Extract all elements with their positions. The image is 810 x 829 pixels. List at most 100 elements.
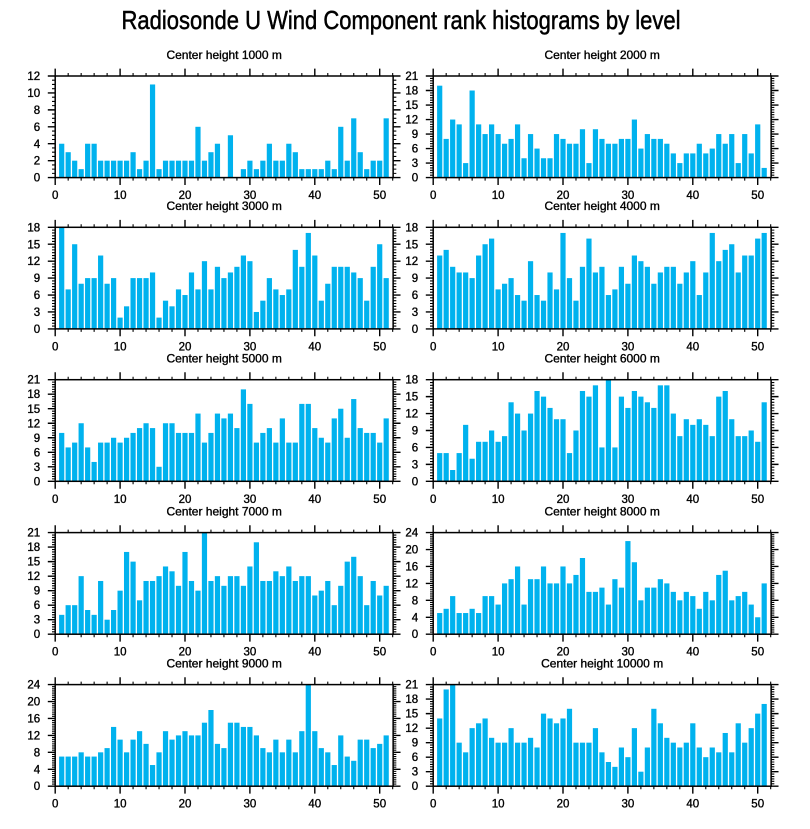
svg-text:16: 16 — [405, 561, 418, 573]
svg-text:30: 30 — [622, 647, 635, 659]
svg-text:10: 10 — [492, 494, 505, 506]
svg-text:12: 12 — [27, 571, 40, 583]
svg-text:30: 30 — [622, 341, 635, 353]
svg-text:Center height 2000 m: Center height 2000 m — [544, 48, 659, 62]
svg-text:18: 18 — [27, 222, 40, 234]
svg-text:Center height 1000 m: Center height 1000 m — [166, 48, 281, 62]
svg-text:12: 12 — [405, 723, 418, 735]
svg-text:20: 20 — [557, 190, 570, 202]
svg-text:40: 40 — [686, 799, 699, 811]
svg-text:10: 10 — [27, 88, 40, 100]
svg-text:40: 40 — [686, 647, 699, 659]
svg-text:50: 50 — [751, 494, 764, 506]
svg-text:0: 0 — [52, 647, 58, 659]
svg-text:0: 0 — [430, 494, 436, 506]
svg-text:10: 10 — [492, 647, 505, 659]
svg-text:40: 40 — [686, 341, 699, 353]
svg-text:20: 20 — [557, 341, 570, 353]
svg-text:24: 24 — [27, 680, 40, 692]
svg-text:6: 6 — [412, 290, 418, 302]
svg-text:21: 21 — [27, 375, 40, 387]
svg-text:12: 12 — [27, 418, 40, 430]
svg-text:Center height 3000 m: Center height 3000 m — [166, 199, 281, 213]
svg-text:10: 10 — [114, 494, 127, 506]
svg-text:3: 3 — [412, 767, 418, 779]
svg-text:0: 0 — [34, 476, 40, 488]
svg-text:21: 21 — [27, 528, 40, 540]
svg-text:3: 3 — [34, 462, 40, 474]
svg-text:8: 8 — [34, 105, 40, 117]
svg-text:50: 50 — [751, 799, 764, 811]
svg-text:2: 2 — [34, 156, 40, 168]
svg-text:0: 0 — [34, 173, 40, 185]
svg-text:Center height 4000 m: Center height 4000 m — [544, 199, 659, 213]
svg-text:12: 12 — [27, 730, 40, 742]
svg-text:Center height 10000 m: Center height 10000 m — [541, 656, 663, 670]
svg-text:8: 8 — [412, 595, 418, 607]
svg-text:20: 20 — [27, 697, 40, 709]
svg-text:0: 0 — [52, 190, 58, 202]
svg-text:15: 15 — [405, 239, 418, 251]
svg-text:0: 0 — [412, 476, 418, 488]
svg-text:12: 12 — [27, 71, 40, 83]
svg-text:15: 15 — [27, 557, 40, 569]
svg-text:18: 18 — [405, 86, 418, 98]
svg-text:Center height 7000 m: Center height 7000 m — [166, 504, 281, 518]
svg-text:0: 0 — [34, 324, 40, 336]
svg-text:3: 3 — [412, 158, 418, 170]
svg-text:20: 20 — [179, 190, 192, 202]
svg-text:9: 9 — [412, 129, 418, 141]
svg-text:6: 6 — [34, 122, 40, 134]
svg-text:12: 12 — [405, 256, 418, 268]
svg-text:0: 0 — [412, 173, 418, 185]
svg-text:50: 50 — [373, 494, 386, 506]
svg-text:9: 9 — [412, 273, 418, 285]
svg-text:10: 10 — [492, 190, 505, 202]
svg-text:8: 8 — [34, 747, 40, 759]
svg-text:18: 18 — [27, 542, 40, 554]
svg-text:50: 50 — [751, 647, 764, 659]
svg-text:0: 0 — [52, 494, 58, 506]
svg-text:18: 18 — [405, 222, 418, 234]
svg-text:4: 4 — [34, 139, 41, 151]
svg-text:0: 0 — [430, 799, 436, 811]
svg-text:50: 50 — [751, 190, 764, 202]
svg-text:30: 30 — [622, 799, 635, 811]
svg-text:40: 40 — [308, 190, 321, 202]
svg-text:Center height 9000 m: Center height 9000 m — [166, 656, 281, 670]
svg-text:0: 0 — [412, 629, 418, 641]
svg-text:30: 30 — [244, 647, 257, 659]
svg-text:0: 0 — [34, 781, 40, 793]
svg-text:12: 12 — [405, 409, 418, 421]
svg-text:0: 0 — [412, 781, 418, 793]
svg-text:Center height 5000 m: Center height 5000 m — [166, 352, 281, 366]
svg-text:0: 0 — [52, 799, 58, 811]
svg-text:0: 0 — [430, 190, 436, 202]
svg-text:18: 18 — [405, 694, 418, 706]
svg-text:40: 40 — [308, 494, 321, 506]
svg-text:12: 12 — [27, 256, 40, 268]
svg-text:15: 15 — [27, 239, 40, 251]
svg-text:6: 6 — [34, 447, 40, 459]
svg-text:20: 20 — [557, 647, 570, 659]
svg-text:Center height 8000 m: Center height 8000 m — [544, 504, 659, 518]
svg-text:21: 21 — [405, 71, 418, 83]
svg-text:40: 40 — [686, 494, 699, 506]
svg-text:50: 50 — [373, 341, 386, 353]
svg-text:15: 15 — [405, 709, 418, 721]
svg-text:3: 3 — [412, 459, 418, 471]
svg-text:6: 6 — [412, 442, 418, 454]
svg-text:50: 50 — [373, 799, 386, 811]
svg-text:40: 40 — [308, 799, 321, 811]
svg-text:10: 10 — [114, 190, 127, 202]
svg-text:30: 30 — [244, 494, 257, 506]
svg-text:Radiosonde U Wind Component ra: Radiosonde U Wind Component rank histogr… — [122, 5, 681, 35]
svg-text:20: 20 — [179, 494, 192, 506]
svg-text:30: 30 — [244, 799, 257, 811]
svg-text:30: 30 — [622, 190, 635, 202]
svg-text:10: 10 — [114, 647, 127, 659]
svg-text:16: 16 — [27, 713, 40, 725]
svg-text:15: 15 — [405, 100, 418, 112]
svg-text:20: 20 — [179, 647, 192, 659]
svg-text:50: 50 — [373, 190, 386, 202]
